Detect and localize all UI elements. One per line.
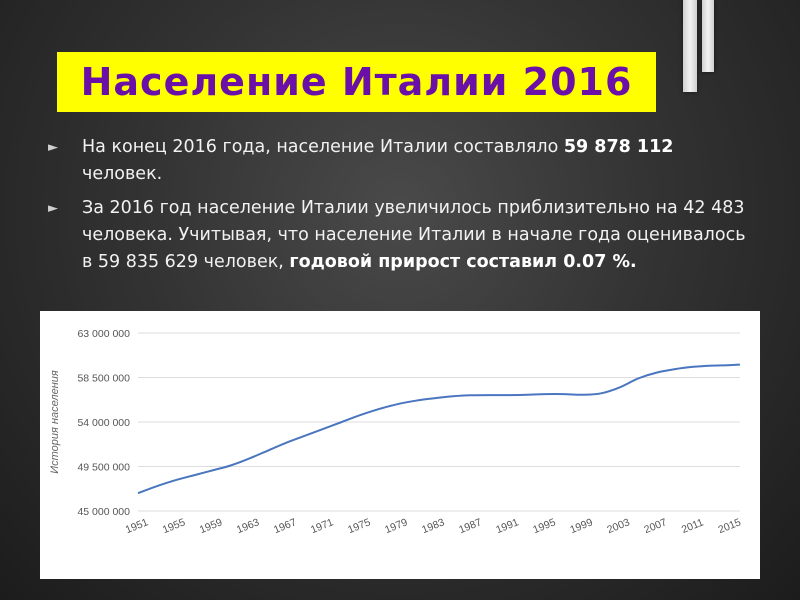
population-series-line <box>137 363 741 495</box>
slide-title-box: Население Италии 2016 <box>57 52 656 112</box>
y-tick-label: 54 000 000 <box>77 417 130 429</box>
x-tick-label: 1999 <box>568 516 594 536</box>
x-tick-label: 1963 <box>235 516 261 536</box>
x-tick-label: 2003 <box>605 516 631 536</box>
y-tick-label: 63 000 000 <box>77 328 130 340</box>
x-tick-label: 2015 <box>717 516 743 536</box>
x-tick-label: 1967 <box>272 516 298 536</box>
x-tick-label: 2007 <box>642 516 668 536</box>
bullet-arrow-icon: ► <box>48 201 58 216</box>
bullet-item: ► За 2016 год население Италии увеличилос… <box>48 195 748 276</box>
bullet-item: ► На конец 2016 года, население Италии со… <box>48 134 748 188</box>
decorative-ribbon-left <box>683 0 697 92</box>
bullet-list: ► На конец 2016 года, население Италии со… <box>48 134 748 283</box>
bullet-bold-text: годовой прирост составил 0.07 %. <box>289 252 637 272</box>
x-tick-label: 2011 <box>680 516 706 536</box>
bullet-text: За 2016 год население Италии увеличилось… <box>82 198 746 272</box>
bullet-text: человек. <box>82 164 163 184</box>
x-tick-label: 1991 <box>494 516 520 536</box>
x-tick-label: 1959 <box>198 516 224 536</box>
x-tick-label: 1951 <box>124 516 150 536</box>
bullet-arrow-icon: ► <box>48 140 58 155</box>
x-tick-label: 1995 <box>531 516 557 536</box>
x-tick-label: 1975 <box>346 516 372 536</box>
bullet-bold-text: 59 878 112 <box>563 137 674 157</box>
y-tick-label: 58 500 000 <box>77 373 130 385</box>
population-chart-panel: 45 000 000 49 500 000 54 000 000 58 500 000… <box>40 311 760 579</box>
population-line-chart: 45 000 000 49 500 000 54 000 000 58 500 000… <box>49 328 743 536</box>
bullet-text: На конец 2016 года, население Италии сос… <box>82 137 564 157</box>
y-axis-label: История населения <box>49 370 61 474</box>
x-tick-label: 1987 <box>457 516 483 536</box>
x-tick-label: 1979 <box>383 516 409 536</box>
slide-title: Население Италии 2016 <box>80 60 633 104</box>
decorative-ribbon-right <box>702 0 714 72</box>
y-tick-label: 45 000 000 <box>77 506 130 518</box>
y-tick-label: 49 500 000 <box>77 462 130 474</box>
x-tick-label: 1971 <box>309 516 335 536</box>
x-tick-label: 1983 <box>420 516 446 536</box>
x-tick-label: 1955 <box>161 516 187 536</box>
